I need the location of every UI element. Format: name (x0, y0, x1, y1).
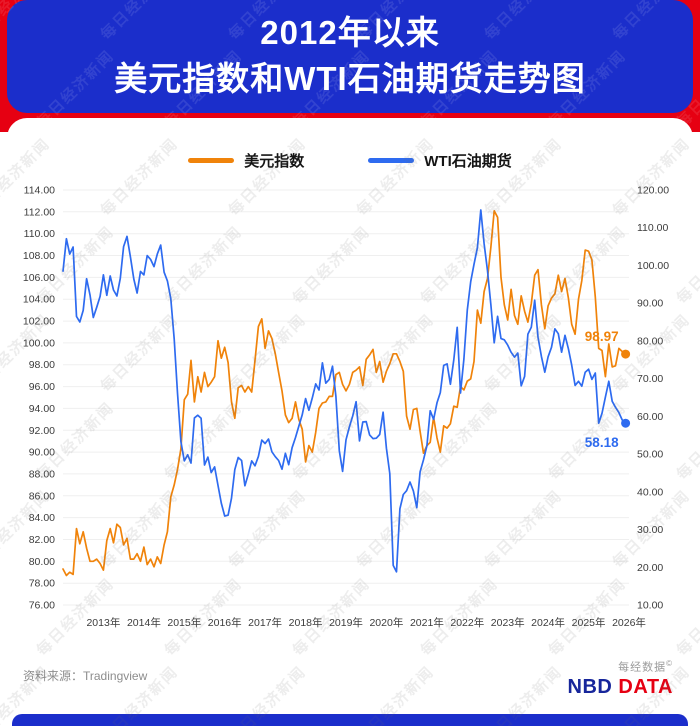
legend-item-usd-index: 美元指数 (188, 150, 304, 171)
nbd-logo-chinese: 每经数据© (568, 659, 673, 675)
x-axis-tick-label: 2022年 (450, 616, 484, 629)
left-axis-tick-label: 92.00 (29, 425, 55, 437)
nbd-logo-latin: NBD DATA (568, 675, 673, 700)
right-axis-tick-label: 20.00 (637, 562, 663, 574)
x-axis-tick-label: 2021年 (410, 616, 444, 629)
legend-label-usd-index: 美元指数 (244, 153, 305, 170)
chart-legend: 美元指数 WTI石油期货 (7, 150, 693, 171)
right-axis-tick-label: 100.00 (637, 260, 669, 272)
left-axis-tick-label: 110.00 (24, 228, 55, 240)
usd-index-end-value-label: 98.97 (585, 329, 619, 344)
legend-label-wti: WTI石油期货 (424, 153, 512, 170)
x-axis-tick-label: 2025年 (572, 616, 606, 629)
left-axis-tick-label: 78.00 (29, 578, 55, 590)
right-axis-tick-label: 110.00 (637, 222, 668, 234)
legend-item-wti: WTI石油期货 (368, 150, 512, 171)
left-axis-tick-label: 98.00 (29, 359, 55, 371)
left-axis-tick-label: 96.00 (29, 381, 55, 393)
right-axis-tick-label: 50.00 (637, 449, 663, 461)
x-axis-tick-label: 2019年 (329, 616, 363, 629)
x-axis-tick-label: 2015年 (167, 616, 201, 629)
footer-blue-bar (12, 714, 688, 726)
x-axis-tick-label: 2024年 (531, 616, 565, 629)
left-axis-tick-label: 84.00 (29, 512, 55, 524)
left-axis-tick-label: 102.00 (23, 316, 55, 328)
x-axis-tick-label: 2014年 (127, 616, 161, 629)
wti-end-value-label: 58.18 (585, 435, 619, 450)
wti-line-swatch-icon (368, 158, 415, 163)
right-axis-tick-label: 30.00 (637, 524, 663, 536)
left-axis-tick-label: 108.00 (23, 250, 55, 262)
usd-index-end-dot (621, 349, 631, 359)
left-axis-tick-label: 86.00 (29, 490, 55, 502)
nbd-logo: 每经数据© NBD DATA (568, 659, 673, 700)
right-axis-tick-label: 60.00 (637, 411, 663, 423)
right-axis-tick-label: 40.00 (637, 486, 663, 498)
left-axis-tick-label: 80.00 (29, 556, 55, 568)
page-title-line-1: 2012年以来 (260, 14, 440, 51)
copyright-icon: © (666, 658, 673, 668)
x-axis-tick-label: 2016年 (208, 616, 242, 629)
x-axis-tick-label: 2020年 (369, 616, 403, 629)
x-axis-tick-label: 2018年 (289, 616, 323, 629)
x-axis-tick-label: 2013年 (86, 616, 120, 629)
chart-card: 美元指数 WTI石油期货 114.00 112.00 110.00 108.00 106… (7, 118, 693, 726)
nbd-logo-data-text: DATA (618, 676, 673, 698)
left-axis-tick-label: 82.00 (29, 534, 55, 546)
x-axis-tick-label: 2026年 (612, 616, 646, 629)
page-title-line-2: 美元指数和WTI石油期货走势图 (114, 60, 586, 97)
left-axis-tick-label: 104.00 (23, 294, 55, 306)
nbd-logo-nbd-text: NBD (567, 676, 613, 698)
left-axis-tick-label: 100.00 (23, 337, 55, 349)
left-axis-tick-label: 90.00 (29, 447, 55, 459)
header-banner: 2012年以来 美元指数和WTI石油期货走势图 (7, 0, 693, 113)
x-axis-tick-label: 2017年 (248, 616, 282, 629)
left-axis-tick-label: 106.00 (23, 272, 55, 284)
x-axis-tick-label: 2023年 (491, 616, 525, 629)
right-axis-tick-label: 70.00 (637, 373, 663, 385)
left-axis-tick-label: 112.00 (24, 206, 55, 218)
wti-end-dot (621, 418, 631, 428)
left-axis-tick-label: 88.00 (29, 468, 55, 480)
right-axis-tick-label: 90.00 (637, 298, 663, 310)
right-axis-tick-label: 80.00 (637, 335, 663, 347)
dual-axis-line-chart: 114.00 112.00 110.00 108.00 106.00 104.00 102.… (23, 185, 669, 630)
left-axis-tick-label: 76.00 (29, 600, 55, 612)
left-axis-tick-label: 94.00 (29, 403, 55, 415)
usd-index-line-swatch-icon (188, 158, 235, 163)
left-axis-tick-label: 114.00 (24, 185, 55, 197)
data-source-note: 资料来源：Tradingview (23, 669, 148, 683)
wti-line (62, 209, 627, 573)
usd-index-line (62, 209, 627, 577)
right-axis-tick-label: 120.00 (637, 185, 669, 197)
right-axis-tick-label: 10.00 (637, 600, 663, 612)
nbd-logo-chinese-text: 每经数据 (618, 661, 667, 674)
